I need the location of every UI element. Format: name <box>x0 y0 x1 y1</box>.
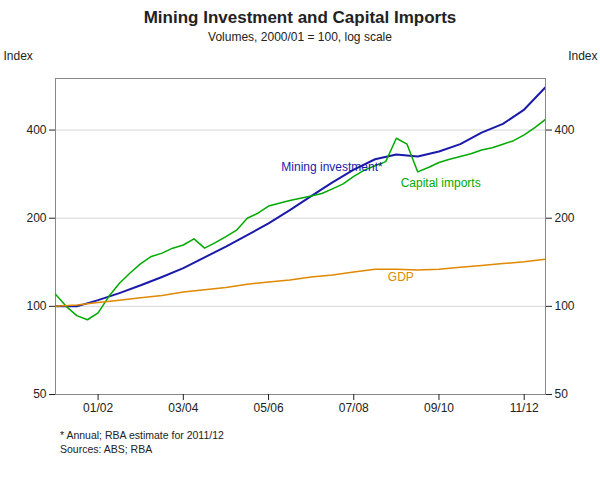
svg-text:400: 400 <box>555 123 575 137</box>
svg-text:Mining investment*: Mining investment* <box>281 160 383 174</box>
svg-text:400: 400 <box>26 123 46 137</box>
html-text:Mining Investment and Capital: Mining Investment and Capital Imports <box>143 8 457 27</box>
svg-text:03/04: 03/04 <box>168 401 198 415</box>
svg-text:100: 100 <box>26 299 46 313</box>
svg-text:Index: Index <box>568 49 597 63</box>
svg-text:100: 100 <box>555 299 575 313</box>
svg-text:50: 50 <box>555 387 569 401</box>
html-text:* Annual; RBA estimate for 201: * Annual; RBA estimate for 2011/12 <box>60 429 224 441</box>
svg-text:07/08: 07/08 <box>339 401 369 415</box>
svg-text:Capital imports: Capital imports <box>401 176 481 190</box>
html-text:Volumes, 2000/01 = 100, log sc: Volumes, 2000/01 = 100, log scale <box>208 30 392 44</box>
svg-text:200: 200 <box>26 211 46 225</box>
svg-text:200: 200 <box>555 211 575 225</box>
svg-text:Index: Index <box>4 49 33 63</box>
svg-text:11/12: 11/12 <box>510 401 539 415</box>
svg-text:05/06: 05/06 <box>254 401 284 415</box>
svg-text:09/10: 09/10 <box>424 401 454 415</box>
svg-text:01/02: 01/02 <box>83 401 113 415</box>
svg-text:50: 50 <box>33 387 47 401</box>
svg-text:GDP: GDP <box>388 270 414 284</box>
html-text:Sources: ABS; RBA: Sources: ABS; RBA <box>60 443 153 455</box>
